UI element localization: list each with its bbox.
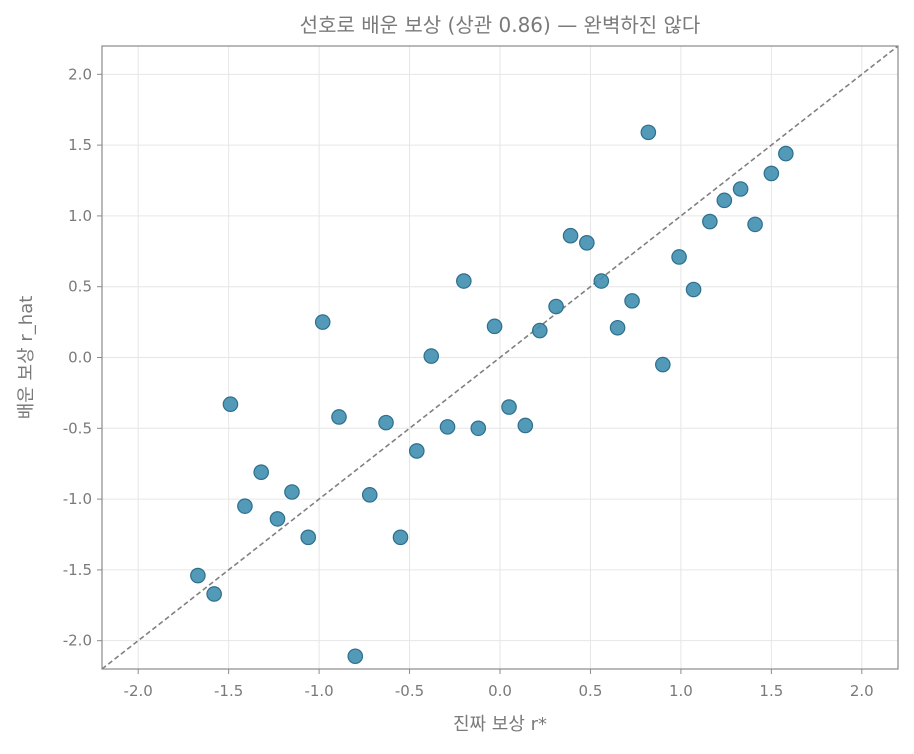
data-point [190,567,206,584]
reference-line [101,45,899,670]
data-point [548,298,564,315]
data-point [640,124,657,141]
y-axis-ticks: 2.0 1.5 1.0 0.5 0.0 -0.5 -1.0 -1.5 -2.0 [63,65,102,650]
x-tick-label: -2.0 [124,682,153,700]
x-tick-label: 0.0 [488,682,512,700]
y-tick-label: 0.5 [68,278,92,296]
data-point [763,165,780,182]
data-point [347,648,364,665]
data-point [579,235,595,251]
data-point [517,417,534,434]
data-point [470,420,487,437]
data-point [671,249,687,265]
data-point [778,145,794,162]
y-tick-label: 0.0 [68,349,92,367]
data-points [190,124,794,665]
x-axis-ticks: -2.0 -1.5 -1.0 -0.5 0.0 0.5 1.0 1.5 2.0 [124,669,874,700]
chart-title: 선호로 배운 보상 (상관 0.86) — 완벽하진 않다 [300,13,701,37]
data-point [378,414,394,431]
data-point [269,511,286,527]
data-point [300,529,317,546]
x-tick-label: 1.5 [759,682,783,700]
data-point [331,409,347,425]
data-point [361,487,378,503]
y-axis-label: 배운 보상 r_hat [16,296,37,420]
data-point [531,322,548,339]
data-point [486,318,503,335]
y-tick-label: 2.0 [68,65,92,83]
x-tick-label: -1.0 [304,682,333,700]
data-point [423,348,440,364]
x-axis-label: 진짜 보상 r* [453,714,547,735]
x-tick-label: 1.0 [669,682,693,700]
x-tick-label: 2.0 [850,682,874,700]
x-tick-label: 0.5 [579,682,603,700]
identity-line [101,45,899,670]
x-tick-label: -0.5 [395,682,424,700]
data-point [314,314,331,330]
data-point [222,396,239,413]
data-point [655,356,671,373]
data-point [456,273,472,289]
y-tick-label: 1.5 [68,136,92,154]
data-point [392,529,409,546]
data-point [408,443,425,459]
data-point [593,273,610,289]
data-point [747,216,763,233]
x-tick-label: -1.5 [214,682,243,700]
data-point [685,281,702,298]
y-tick-label: -1.0 [63,490,92,508]
data-point [237,498,253,514]
data-point [624,293,640,309]
data-point [702,213,718,230]
y-tick-label: -0.5 [63,419,92,437]
data-point [206,586,222,602]
y-tick-label: 1.0 [68,207,92,225]
data-point [439,419,456,435]
data-point [501,399,517,415]
data-point [562,227,579,244]
y-tick-label: -1.5 [63,561,92,579]
data-point [716,192,733,209]
y-tick-label: -2.0 [63,632,92,650]
data-point [284,484,300,500]
data-point [732,181,749,197]
data-point [609,319,626,336]
data-point [253,464,270,480]
